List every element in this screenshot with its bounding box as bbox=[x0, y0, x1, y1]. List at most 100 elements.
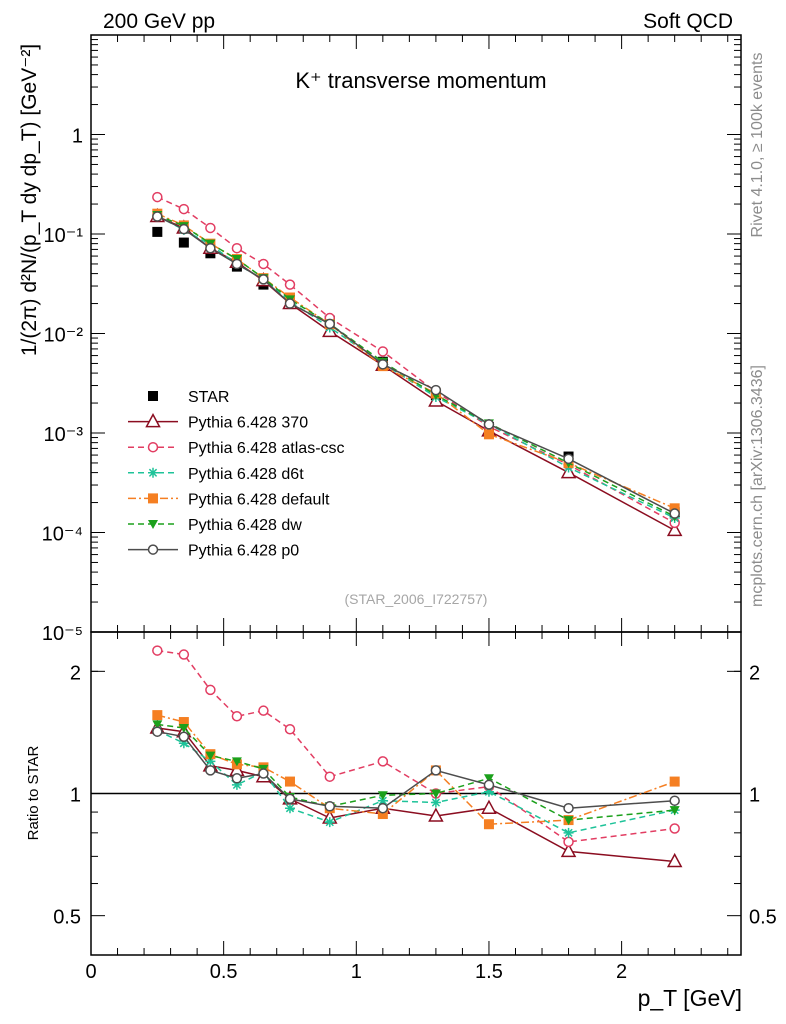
data-point bbox=[205, 222, 216, 234]
series-pythia-6-428-p0 bbox=[152, 211, 680, 519]
ratio-series-line bbox=[157, 727, 675, 863]
data-point bbox=[430, 384, 442, 396]
legend-label: Pythia 6.428 p0 bbox=[188, 543, 299, 560]
ratio-ytick-label-left: 2 bbox=[70, 662, 81, 684]
data-point bbox=[483, 429, 494, 440]
legend-item-star: STAR bbox=[148, 389, 229, 406]
main-ytick-label: 10⁻¹ bbox=[44, 225, 84, 247]
ratio-data-point bbox=[430, 765, 442, 776]
main-ytick-label: 10⁻⁵ bbox=[42, 623, 83, 645]
legend-label: Pythia 6.428 default bbox=[188, 491, 330, 508]
ratio-data-point bbox=[178, 738, 189, 749]
analysis-watermark: (STAR_2006_I722757) bbox=[345, 591, 488, 607]
ratio-series-line bbox=[157, 730, 675, 809]
ratio-data-point bbox=[205, 756, 216, 767]
ratio-data-point bbox=[258, 705, 269, 716]
legend-marker bbox=[148, 520, 158, 529]
side-label-bottom: mcplots.cern.ch [arXiv:1306.3436] bbox=[749, 365, 766, 607]
data-point bbox=[284, 298, 296, 309]
data-point bbox=[231, 258, 243, 270]
ratio-ytick-label-left: 0.5 bbox=[53, 907, 81, 929]
data-point bbox=[666, 521, 683, 537]
header-left: 200 GeV pp bbox=[103, 10, 215, 33]
ratio-series-line bbox=[156, 729, 675, 834]
ratio-data-point bbox=[481, 799, 497, 814]
data-point bbox=[205, 242, 216, 254]
data-point bbox=[258, 274, 269, 285]
ratio-data-point bbox=[284, 723, 296, 735]
ratio-ylabel: Ratio to STAR bbox=[25, 745, 42, 840]
ratio-data-point bbox=[324, 801, 336, 812]
ratio-data-point bbox=[152, 720, 163, 730]
ratio-data-point bbox=[231, 773, 243, 784]
series-line bbox=[156, 215, 676, 515]
main-ylabel: 1/(2π) d²N/(p_T dy dp_T) [GeV⁻²] bbox=[18, 44, 41, 356]
legend-label: Pythia 6.428 atlas-csc bbox=[188, 440, 345, 457]
ratio-ytick-label-right: 2 bbox=[749, 662, 760, 684]
ratio-data-point bbox=[284, 776, 295, 787]
data-point bbox=[152, 191, 163, 203]
data-point bbox=[483, 419, 495, 430]
legend-item-pythia-6-428-p0: Pythia 6.428 p0 bbox=[128, 543, 299, 560]
ratio-data-point bbox=[258, 768, 269, 779]
ratio-data-point bbox=[284, 793, 296, 805]
ratio-data-point bbox=[284, 803, 295, 814]
legend-marker bbox=[148, 467, 158, 478]
legend-item-pythia-6-428-default: Pythia 6.428 default bbox=[128, 491, 330, 508]
ratio-series-pythia-6-428-d6t bbox=[152, 725, 680, 838]
data-point bbox=[377, 359, 389, 370]
data-point bbox=[377, 346, 389, 357]
data-point bbox=[284, 279, 296, 290]
ratio-data-point bbox=[178, 731, 190, 742]
main-ytick-label: 10⁻² bbox=[44, 325, 84, 347]
ratio-data-point bbox=[483, 774, 494, 784]
data-point bbox=[669, 508, 680, 519]
ratio-data-point bbox=[324, 771, 336, 782]
legend-marker bbox=[148, 391, 158, 401]
ratio-data-point bbox=[428, 807, 444, 822]
legend-marker bbox=[147, 441, 159, 453]
legend-marker bbox=[147, 544, 159, 555]
ratio-data-point bbox=[205, 765, 216, 776]
data-point bbox=[231, 242, 243, 254]
main-ytick-label: 1 bbox=[72, 126, 83, 148]
ratio-xtick-label: 1.5 bbox=[475, 961, 503, 983]
header-right: Soft QCD bbox=[643, 10, 733, 33]
ratio-data-point bbox=[152, 710, 163, 721]
ratio-data-point bbox=[669, 823, 680, 834]
ratio-data-point bbox=[178, 724, 189, 734]
side-label-top: Rivet 4.1.0, ≥ 100k events bbox=[749, 53, 766, 238]
main-ytick-label: 10⁻³ bbox=[44, 424, 84, 446]
ratio-data-point bbox=[178, 717, 189, 728]
legend-item-pythia-6-428-dw: Pythia 6.428 dw bbox=[128, 517, 302, 534]
xlabel: p_T [GeV] bbox=[638, 985, 742, 1011]
data-point bbox=[178, 203, 190, 215]
ratio-data-point bbox=[669, 795, 680, 806]
data-point bbox=[258, 258, 269, 270]
legend-label: Pythia 6.428 370 bbox=[188, 415, 308, 432]
ratio-xtick-label: 2 bbox=[616, 961, 627, 983]
ratio-data-point bbox=[563, 836, 574, 848]
ratio-xtick-label: 0 bbox=[85, 961, 96, 983]
legend-item-pythia-6-428-370: Pythia 6.428 370 bbox=[128, 413, 308, 432]
ratio-data-point bbox=[430, 797, 441, 808]
data-point bbox=[324, 318, 336, 330]
legend-marker bbox=[145, 413, 161, 428]
ratio-ytick-label-right: 0.5 bbox=[749, 907, 777, 929]
legend-label: Pythia 6.428 dw bbox=[188, 517, 302, 534]
legend-item-pythia-6-428-atlas-csc: Pythia 6.428 atlas-csc bbox=[128, 440, 345, 457]
ratio-data-point bbox=[324, 817, 335, 828]
ratio-data-point bbox=[178, 649, 190, 660]
ratio-data-point bbox=[152, 726, 163, 737]
ratio-series-pythia-6-428-atlas-csc bbox=[152, 645, 680, 848]
series-line bbox=[156, 196, 676, 524]
data-point bbox=[152, 211, 163, 222]
ratio-xtick-label: 1 bbox=[351, 961, 362, 983]
ratio-data-point bbox=[560, 842, 577, 858]
data-point bbox=[178, 237, 189, 248]
ratio-ytick-label-right: 1 bbox=[749, 785, 760, 807]
ratio-data-point bbox=[377, 795, 388, 806]
ratio-data-point bbox=[377, 802, 389, 814]
ratio-data-point bbox=[669, 806, 680, 816]
